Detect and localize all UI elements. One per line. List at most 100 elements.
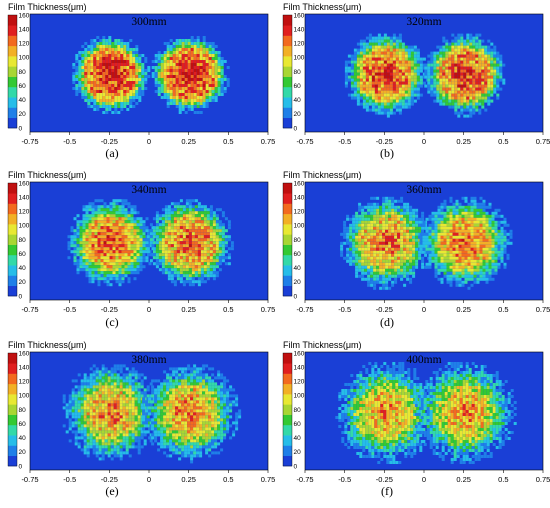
heatmap-cell — [457, 115, 460, 118]
heatmap-cell — [123, 42, 126, 45]
heatmap-cell — [138, 87, 141, 90]
heatmap-cell — [346, 239, 349, 242]
heatmap-cell — [399, 94, 402, 97]
heatmap-cell — [373, 263, 376, 266]
heatmap-cell — [363, 40, 366, 43]
heatmap-cell — [116, 241, 119, 244]
heatmap-cell — [501, 233, 504, 236]
heatmap-cell — [225, 217, 228, 220]
heatmap-cell — [93, 93, 96, 96]
heatmap-cell — [447, 281, 450, 284]
heatmap-cell — [195, 274, 198, 277]
heatmap-cell — [469, 115, 472, 118]
heatmap-cell — [135, 54, 138, 57]
heatmap-cell — [87, 81, 90, 84]
heatmap-cell — [167, 45, 170, 48]
heatmap-cell — [357, 73, 360, 76]
heatmap-cell — [427, 76, 430, 79]
heatmap-cell — [433, 82, 436, 85]
heatmap-cell — [432, 257, 435, 260]
heatmap-cell — [165, 271, 168, 274]
heatmap-cell — [123, 364, 126, 367]
heatmap-cell — [364, 224, 367, 227]
heatmap-cell — [135, 373, 138, 376]
heatmap-cell — [412, 248, 415, 251]
heatmap-cell — [456, 272, 459, 275]
heatmap-cell — [93, 84, 96, 87]
heatmap-cell — [171, 220, 174, 223]
heatmap-cell — [466, 43, 469, 46]
heatmap-cell — [480, 242, 483, 245]
heatmap-cell — [219, 247, 222, 250]
heatmap-cell — [481, 79, 484, 82]
heatmap-cell — [212, 42, 215, 45]
heatmap-cell — [156, 265, 159, 268]
heatmap-cell — [129, 391, 132, 394]
heatmap-cell — [216, 229, 219, 232]
heatmap-cell — [114, 90, 117, 93]
heatmap-cell — [189, 280, 192, 283]
heatmap-cell — [78, 397, 81, 400]
heatmap-cell — [134, 211, 137, 214]
heatmap-cell — [426, 263, 429, 266]
heatmap-cell — [188, 102, 191, 105]
heatmap-cell — [393, 40, 396, 43]
heatmap-cell — [143, 250, 146, 253]
heatmap-cell — [218, 81, 221, 84]
heatmap-cell — [108, 388, 111, 391]
heatmap-cell — [167, 42, 170, 45]
heatmap-cell — [453, 203, 456, 206]
heatmap-cell — [445, 88, 448, 91]
heatmap-cell — [462, 281, 465, 284]
heatmap-cell — [477, 263, 480, 266]
heatmap-cell — [442, 52, 445, 55]
heatmap-cell — [116, 199, 119, 202]
heatmap-cell — [186, 274, 189, 277]
heatmap-cell — [86, 274, 89, 277]
heatmap-cell — [391, 269, 394, 272]
heatmap-cell — [390, 70, 393, 73]
heatmap-cell — [206, 45, 209, 48]
heatmap-cell — [378, 79, 381, 82]
heatmap-cell — [84, 81, 87, 84]
heatmap-cell — [153, 235, 156, 238]
heatmap-cell — [481, 76, 484, 79]
heatmap-cell — [158, 84, 161, 87]
heatmap-cell — [209, 96, 212, 99]
heatmap-cell — [119, 250, 122, 253]
heatmap-cell — [123, 66, 126, 69]
heatmap-cell — [197, 75, 200, 78]
heatmap-cell — [225, 238, 228, 241]
heatmap-cell — [438, 221, 441, 224]
heatmap-cell — [361, 242, 364, 245]
heatmap-cell — [462, 197, 465, 200]
heatmap-cell — [129, 93, 132, 96]
heatmap-cell — [119, 238, 122, 241]
heatmap-cell — [453, 236, 456, 239]
heatmap-cell — [378, 100, 381, 103]
heatmap-cell — [385, 257, 388, 260]
heatmap-cell — [185, 102, 188, 105]
heatmap-cell — [201, 247, 204, 250]
heatmap-cell — [480, 248, 483, 251]
heatmap-cell — [501, 227, 504, 230]
heatmap-cell — [98, 229, 101, 232]
heatmap-cell — [454, 70, 457, 73]
heatmap-cell — [487, 61, 490, 64]
heatmap-cell — [379, 272, 382, 275]
heatmap-cell — [110, 238, 113, 241]
heatmap-cell — [122, 205, 125, 208]
heatmap-cell — [451, 61, 454, 64]
colorbar-segment — [283, 234, 292, 245]
heatmap-cell — [405, 52, 408, 55]
heatmap-cell — [197, 78, 200, 81]
heatmap-cell — [176, 39, 179, 42]
heatmap-cell — [405, 49, 408, 52]
heatmap-cell — [442, 85, 445, 88]
heatmap-cell — [90, 376, 93, 379]
heatmap-cell — [95, 217, 98, 220]
heatmap-cell — [454, 40, 457, 43]
heatmap-cell — [84, 373, 87, 376]
heatmap-cell — [406, 230, 409, 233]
heatmap-cell — [144, 87, 147, 90]
